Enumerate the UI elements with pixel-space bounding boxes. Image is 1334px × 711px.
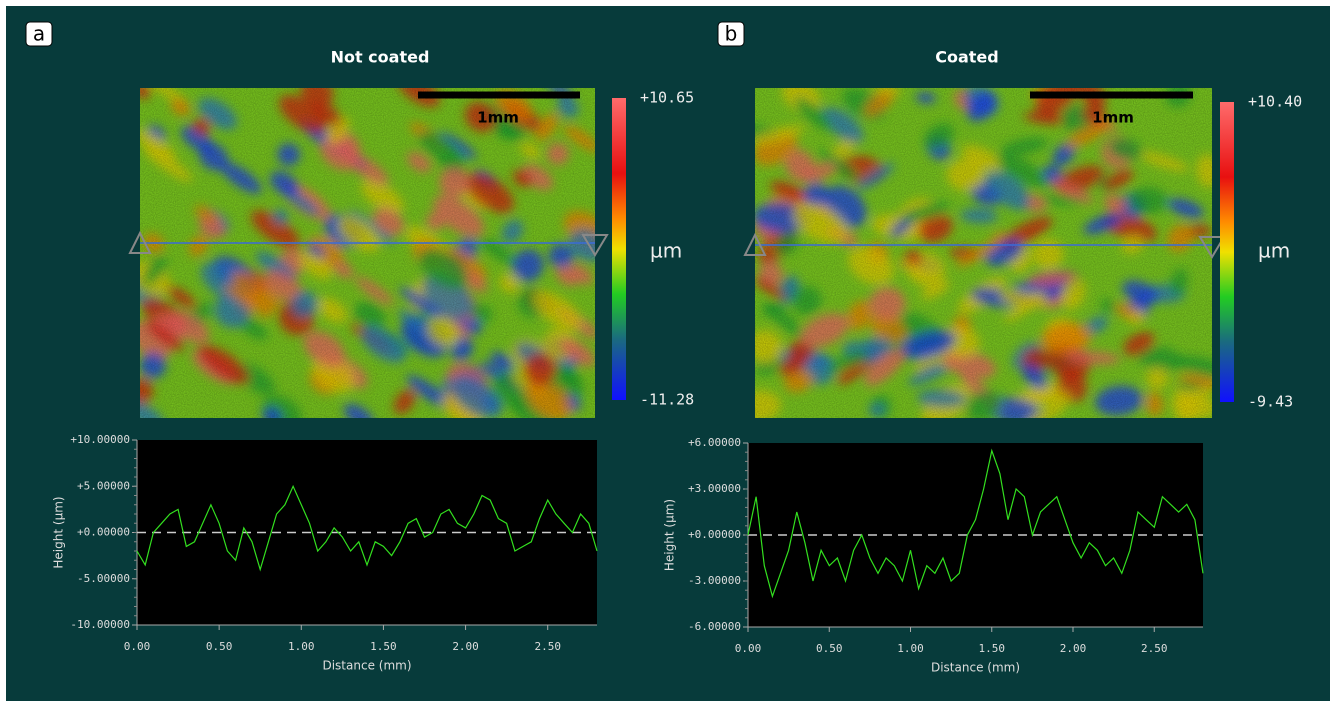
- panel-label: b: [725, 22, 738, 46]
- colorbar-label: -9.43: [1248, 393, 1293, 411]
- panel-title: Coated: [935, 48, 998, 67]
- x-tick-label: 2.00: [452, 640, 479, 653]
- colorbar: [1220, 102, 1234, 402]
- profile-start: [743, 232, 767, 256]
- y-tick-label: -5.00000: [77, 572, 130, 585]
- y-tick-label: -3.00000: [688, 574, 741, 587]
- x-tick-label: 0.00: [735, 642, 762, 655]
- height-map: [755, 88, 1212, 418]
- y-tick-label: +10.00000: [70, 433, 130, 446]
- y-tick-label: +5.00000: [77, 479, 130, 492]
- x-tick-label: 2.00: [1060, 642, 1087, 655]
- y-tick-label: +0.00000: [77, 526, 130, 539]
- colorbar-label: +10.65: [640, 89, 694, 107]
- x-tick-label: 1.50: [370, 640, 397, 653]
- y-tick-label: -10.00000: [70, 618, 130, 631]
- y-tick-label: +0.00000: [688, 528, 741, 541]
- x-axis-label: Distance (mm): [931, 661, 1020, 675]
- panel-label-box: [717, 21, 745, 47]
- profile-trace: [136, 484, 598, 572]
- y-tick-label: -6.00000: [688, 620, 741, 633]
- colorbar-label: -11.28: [640, 391, 694, 409]
- x-tick-label: 0.50: [206, 640, 233, 653]
- y-tick-label: +3.00000: [688, 482, 741, 495]
- profile-start: [128, 230, 152, 254]
- profile-end: [1198, 236, 1226, 259]
- x-tick-label: 1.00: [897, 642, 924, 655]
- height-map: [140, 88, 595, 418]
- panel-title: Not coated: [331, 48, 430, 67]
- x-tick-label: 0.00: [124, 640, 151, 653]
- map-noise: [755, 88, 1212, 418]
- x-tick-label: 1.00: [288, 640, 315, 653]
- y-axis-label: Height (µm): [52, 496, 66, 568]
- y-axis-label: Height (µm): [663, 499, 677, 571]
- scale-bar-label: 1mm: [1092, 109, 1134, 127]
- colorbar: [612, 98, 626, 400]
- x-axis-label: Distance (mm): [322, 659, 411, 673]
- colorbar-unit: µm: [650, 239, 682, 263]
- profile-end: [581, 234, 609, 257]
- map-noise: [140, 88, 595, 418]
- profile-trace: [747, 448, 1204, 599]
- panel-label-box: [25, 21, 53, 47]
- colorbar-label: +10.40: [1248, 93, 1302, 111]
- x-tick-label: 1.50: [979, 642, 1006, 655]
- x-tick-label: 2.50: [534, 640, 561, 653]
- y-tick-label: +6.00000: [688, 436, 741, 449]
- x-tick-label: 2.50: [1141, 642, 1168, 655]
- colorbar-unit: µm: [1258, 239, 1290, 263]
- x-tick-label: 0.50: [816, 642, 843, 655]
- panel-label: a: [33, 22, 45, 46]
- scale-bar-label: 1mm: [477, 109, 519, 127]
